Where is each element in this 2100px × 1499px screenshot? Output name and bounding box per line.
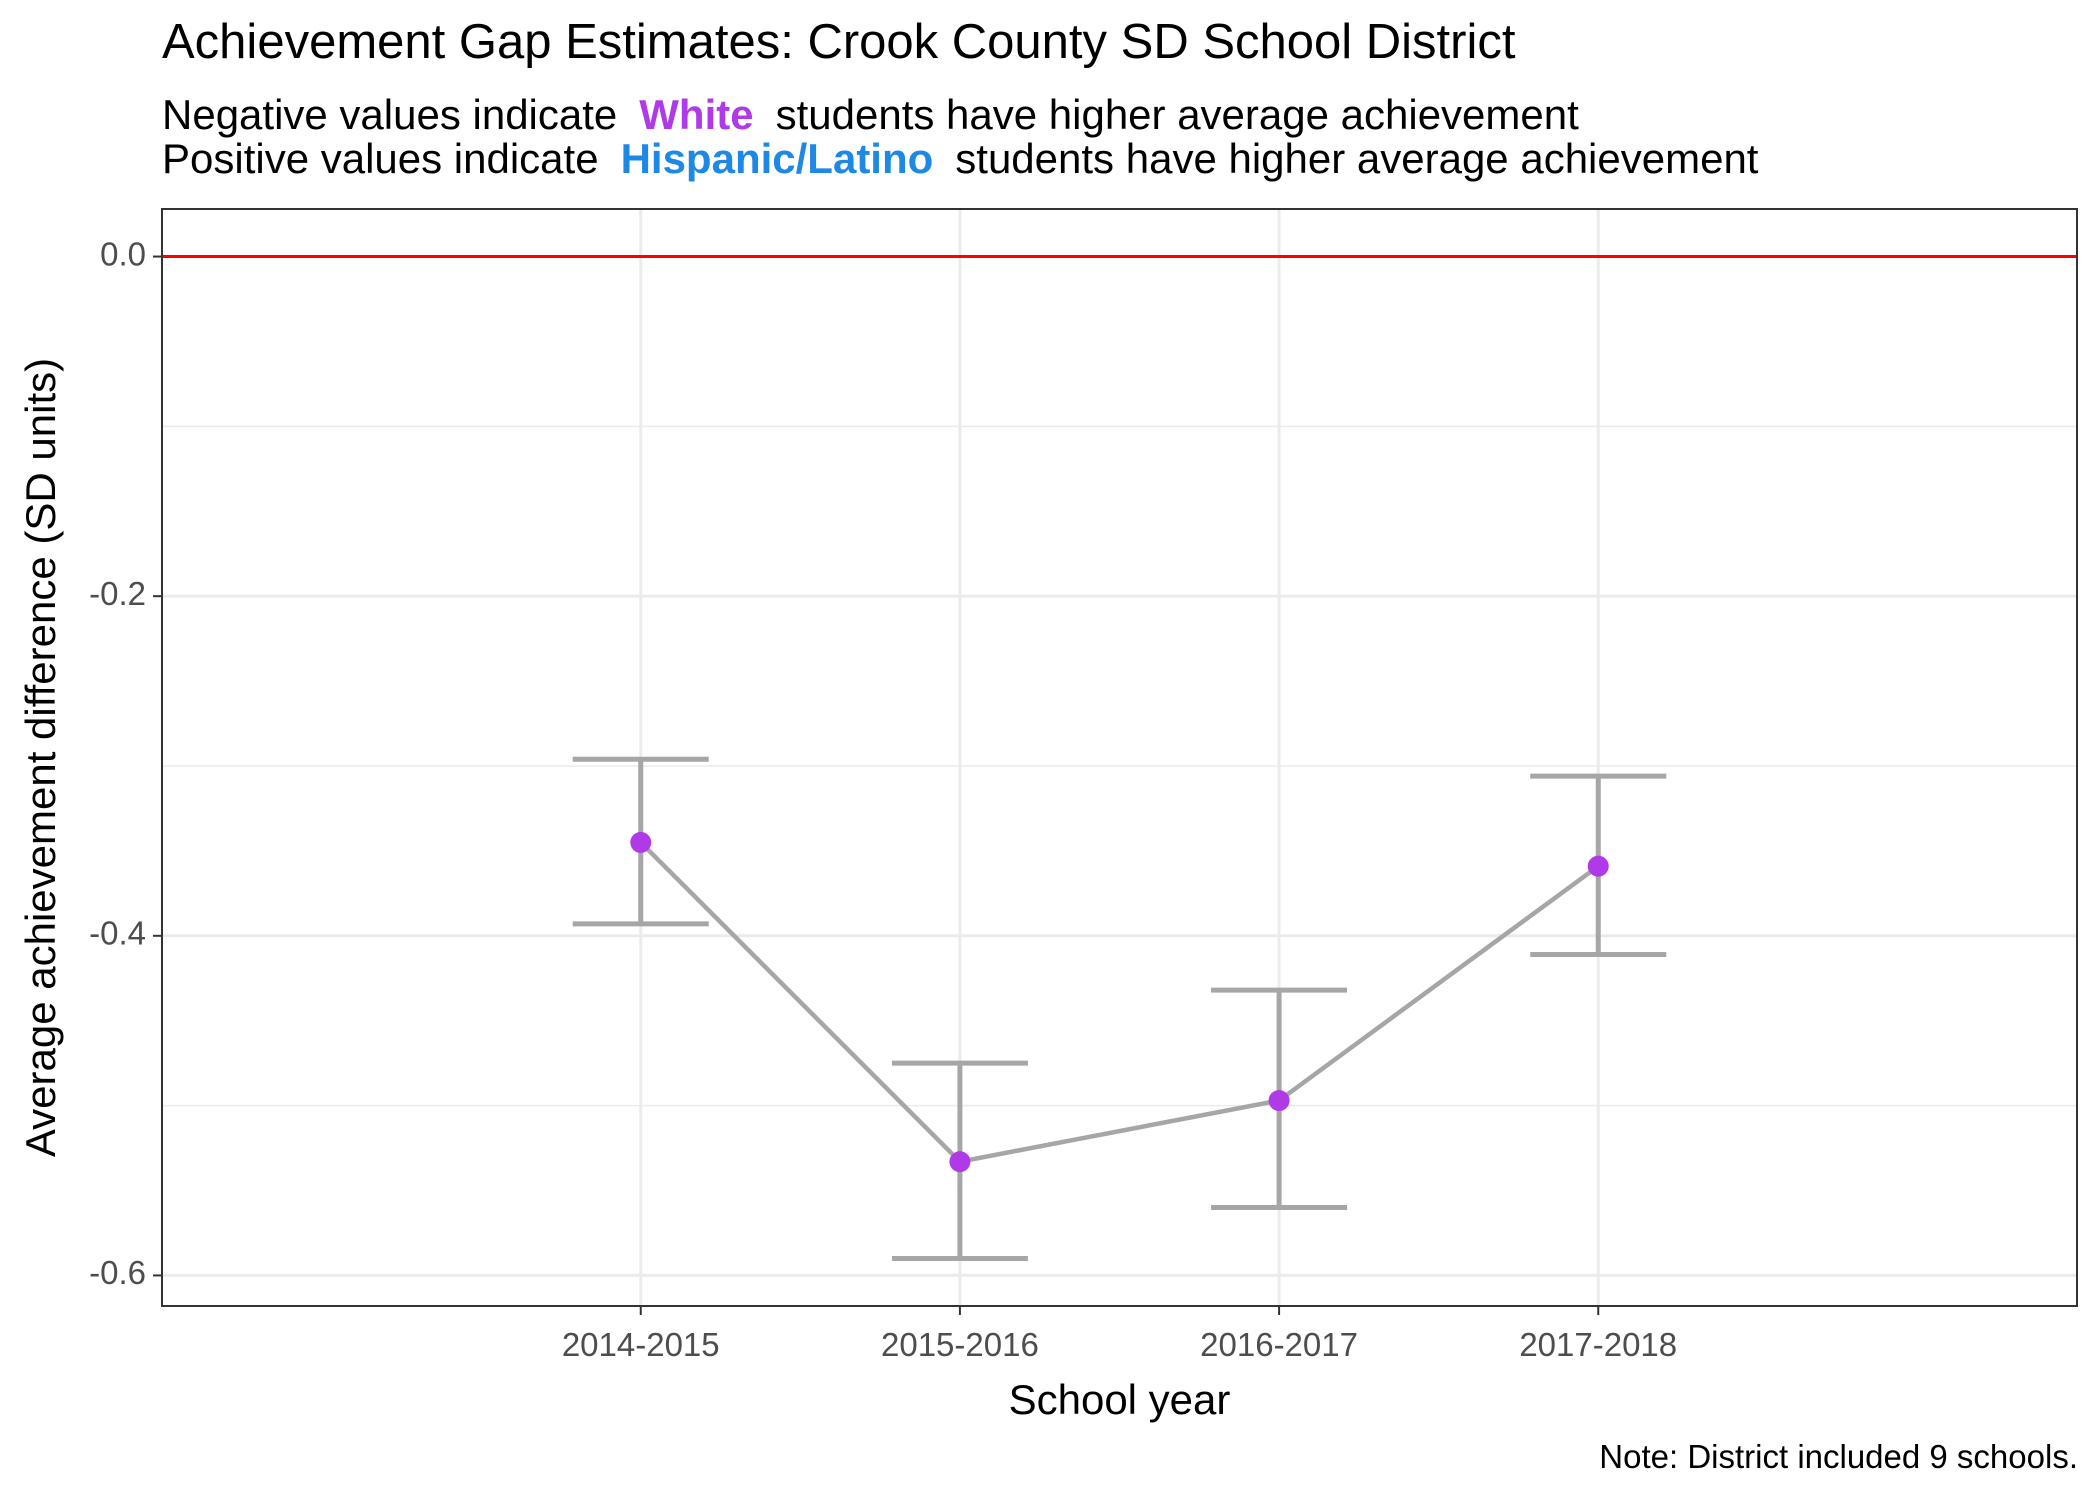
subtitle-line-negative: Negative values indicate White students ha… (162, 91, 1579, 138)
x-axis-title: School year (1009, 1376, 1231, 1423)
grid-major (162, 209, 2077, 1306)
x-tick-label: 2016-2017 (1200, 1326, 1358, 1363)
data-point (630, 831, 652, 853)
data-point (1268, 1090, 1290, 1112)
grid-minor (162, 425, 2077, 1107)
subtitle-negative-text: Negative values indicate (162, 91, 618, 138)
subtitle-positive-text: Positive values indicate (162, 135, 599, 182)
y-tick-label: -0.2 (89, 575, 146, 612)
subtitle-white-label: White (639, 91, 754, 138)
x-tick-label: 2014-2015 (562, 1326, 720, 1363)
chart-title: Achievement Gap Estimates: Crook County … (162, 15, 1516, 69)
x-tick-label: 2017-2018 (1519, 1326, 1677, 1363)
y-axis-title: Average achievement difference (SD units… (17, 358, 64, 1157)
subtitle-negative-rest: students have higher average achievement (775, 91, 1579, 138)
series-line (639, 840, 1600, 1165)
y-tick-label: 0.0 (100, 235, 146, 272)
axes-group: 0.0 -0.2 -0.4 -0.6 2014-2015 2015-2016 2016-20… (89, 235, 1677, 1363)
footnote: Note: District included 9 schools. (1599, 1438, 2078, 1475)
x-tick-label: 2015-2016 (881, 1326, 1039, 1363)
data-point (1587, 855, 1609, 877)
y-tick-label: -0.4 (89, 915, 146, 952)
series-group (572, 756, 1667, 1261)
subtitle-hispanic-label: Hispanic/Latino (620, 135, 934, 182)
panel-border (161, 208, 2078, 1307)
data-point (949, 1151, 971, 1173)
subtitle-positive-rest: students have higher average achievement (955, 135, 1759, 182)
subtitle-line-positive: Positive values indicate Hispanic/Latino s… (162, 135, 1759, 182)
y-tick-label: -0.6 (89, 1254, 146, 1291)
